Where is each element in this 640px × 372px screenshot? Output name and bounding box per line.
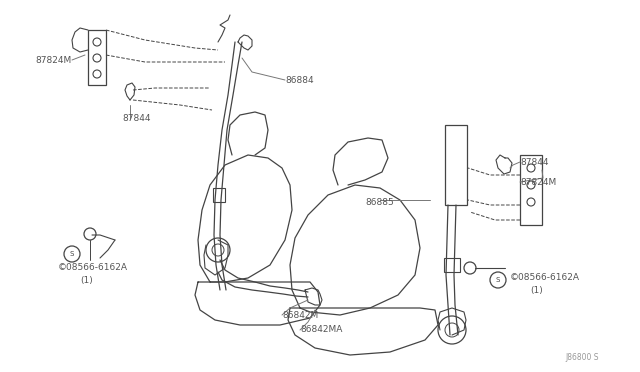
- Text: 87844: 87844: [520, 157, 548, 167]
- Text: 87844: 87844: [122, 113, 150, 122]
- Text: (1): (1): [530, 285, 543, 295]
- Bar: [88, 30, 106, 85]
- Text: ©08566-6162A: ©08566-6162A: [58, 263, 128, 273]
- Text: 86842M: 86842M: [282, 311, 318, 320]
- Text: S: S: [70, 251, 74, 257]
- Bar: [213, 188, 225, 202]
- Text: 86842MA: 86842MA: [300, 326, 342, 334]
- Bar: [444, 258, 460, 272]
- Bar: [445, 125, 467, 205]
- Text: (1): (1): [80, 276, 93, 285]
- Bar: [520, 155, 542, 225]
- Text: 86884: 86884: [285, 76, 314, 84]
- Text: 87824M: 87824M: [35, 55, 71, 64]
- Text: 87824M: 87824M: [520, 177, 556, 186]
- Text: ©08566-6162A: ©08566-6162A: [510, 273, 580, 282]
- Text: J86800 S: J86800 S: [565, 353, 598, 362]
- Text: 86885: 86885: [365, 198, 394, 206]
- Text: S: S: [496, 277, 500, 283]
